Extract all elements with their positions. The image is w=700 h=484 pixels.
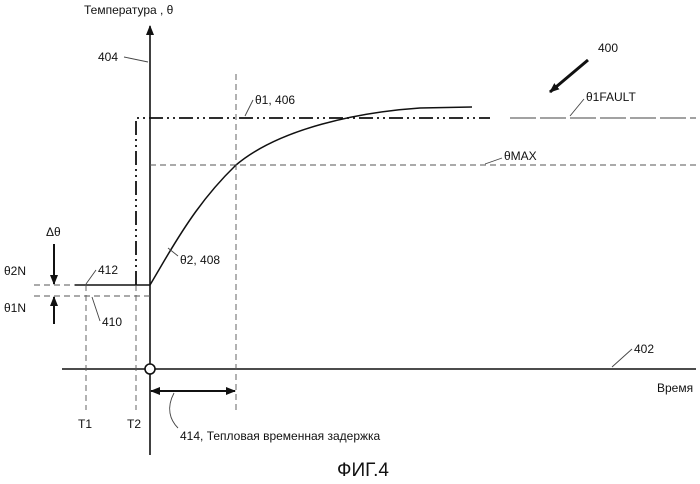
theta2n-label: θ2N	[4, 264, 26, 278]
theta1-fault-label: θ1FAULT	[586, 90, 636, 104]
ref-400-arrow	[550, 60, 588, 92]
theta2-label: θ2, 408	[180, 253, 220, 267]
t1-label: T1	[78, 417, 92, 431]
delay-label: 414, Тепловая временная задержка	[180, 429, 381, 443]
y-axis-label: Температура , θ	[84, 3, 174, 17]
delta-theta-label: Δθ	[46, 225, 61, 239]
theta1-fault-leader	[570, 99, 584, 116]
theta1n-label: θ1N	[4, 301, 26, 315]
ref-400-label: 400	[598, 41, 618, 55]
ref-410-leader	[92, 297, 100, 321]
x-axis-label: Время	[657, 381, 693, 395]
ref-402-label: 402	[634, 342, 654, 356]
ref-410-label: 410	[102, 315, 122, 329]
ref-404-label: 404	[98, 50, 118, 64]
theta-max-leader	[485, 158, 502, 164]
t2-label: T2	[127, 417, 141, 431]
delay-leader	[170, 393, 178, 428]
theta1-leader	[245, 100, 253, 116]
origin-marker	[145, 364, 155, 374]
figure-4-diagram: Температура , θ Время 404 400 θ1, 406 θ1…	[0, 0, 700, 484]
ref-402-leader	[612, 349, 632, 367]
theta1-label: θ1, 406	[255, 93, 295, 107]
theta2-curve	[75, 107, 472, 285]
figure-caption: ФИГ.4	[337, 460, 389, 481]
ref-404-leader	[124, 57, 148, 62]
ref-412-leader	[86, 270, 96, 284]
ref-412-label: 412	[98, 263, 118, 277]
theta-max-label: θMAX	[504, 149, 537, 163]
